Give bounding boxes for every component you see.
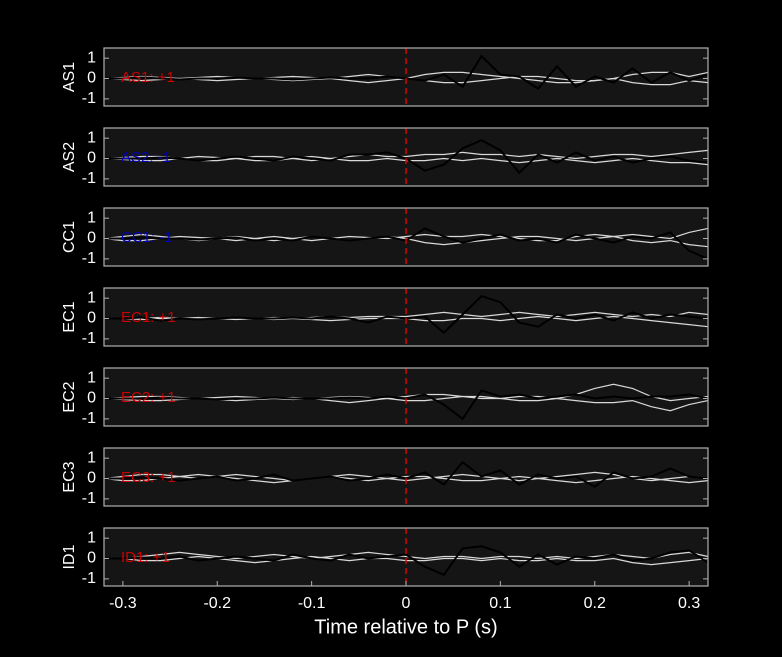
y-axis-label: EC1 [61, 301, 78, 332]
y-tick-label: 0 [87, 550, 96, 567]
y-tick-label: -1 [82, 250, 96, 267]
y-tick-label: 0 [87, 230, 96, 247]
panel-frame [103, 367, 709, 427]
x-tick-label: 0.2 [584, 595, 606, 612]
y-axis-label: CC1 [61, 221, 78, 253]
annotation: AS1: +1 [121, 69, 175, 86]
y-axis-label: ID1 [61, 544, 78, 569]
x-tick-label: 0.3 [678, 595, 700, 612]
y-tick-label: 0 [87, 470, 96, 487]
y-axis-label: EC3 [61, 461, 78, 492]
panel-frame [103, 207, 709, 267]
y-axis-label: AS1 [61, 62, 78, 92]
y-tick-label: -1 [82, 410, 96, 427]
y-tick-label: -1 [82, 570, 96, 587]
y-tick-label: 0 [87, 310, 96, 327]
panel-background [104, 48, 708, 106]
trace [104, 545, 709, 577]
y-tick-label: 1 [87, 529, 96, 546]
y-tick-label: 1 [87, 129, 96, 146]
annotation: EC2: +1 [121, 389, 176, 406]
y-axis-label: AS2 [61, 142, 78, 172]
panel-frame [103, 127, 709, 187]
panel-frame [103, 287, 709, 347]
x-tick-label: -0.2 [203, 595, 231, 612]
y-tick-label: 1 [87, 49, 96, 66]
y-tick-label: -1 [82, 170, 96, 187]
y-tick-label: -1 [82, 490, 96, 507]
annotation: CC1: -1 [121, 229, 173, 246]
x-tick-label: 0.1 [489, 595, 511, 612]
annotation: EC3: +1 [121, 469, 176, 486]
y-tick-label: 1 [87, 209, 96, 226]
y-tick-label: -1 [82, 330, 96, 347]
trace [103, 473, 709, 484]
y-tick-label: 0 [87, 70, 96, 87]
y-axis-label: EC2 [61, 381, 78, 412]
y-tick-label: -1 [82, 90, 96, 107]
x-tick-label: 0 [402, 595, 411, 612]
y-tick-label: 0 [87, 390, 96, 407]
y-tick-label: 0 [87, 150, 96, 167]
y-tick-label: 1 [87, 449, 96, 466]
y-tick-label: 1 [87, 289, 96, 306]
x-tick-label: -0.1 [298, 595, 326, 612]
trace [103, 233, 709, 248]
annotation: ID1: +1 [121, 549, 170, 566]
panel-frame [103, 47, 709, 107]
x-tick-label: -0.3 [109, 595, 137, 612]
panel-frame [103, 447, 709, 507]
x-axis-label: Time relative to P (s) [314, 616, 497, 638]
annotation: AS2: -1 [121, 149, 171, 166]
annotation: EC1: +1 [121, 309, 176, 326]
y-tick-label: 1 [87, 369, 96, 386]
